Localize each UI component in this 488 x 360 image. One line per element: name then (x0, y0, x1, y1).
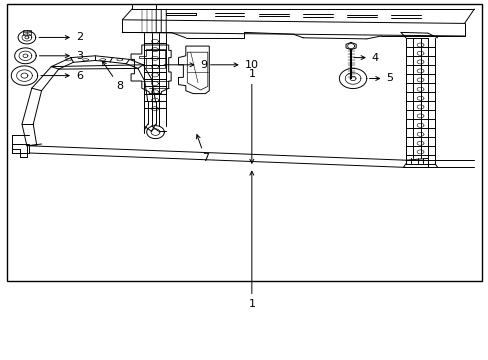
Text: 6: 6 (41, 71, 82, 81)
Text: 9: 9 (164, 60, 207, 70)
Text: 1: 1 (248, 171, 255, 309)
Text: 8: 8 (102, 62, 123, 91)
Text: 1: 1 (248, 69, 255, 163)
Bar (7, 4, 481, 281)
Text: 7: 7 (196, 135, 208, 163)
Text: 5: 5 (369, 73, 392, 84)
Bar (23, 30, 31, 35)
Text: 3: 3 (40, 51, 82, 61)
Text: 4: 4 (353, 53, 378, 63)
Text: 10: 10 (210, 60, 258, 70)
Text: 2: 2 (39, 32, 83, 42)
